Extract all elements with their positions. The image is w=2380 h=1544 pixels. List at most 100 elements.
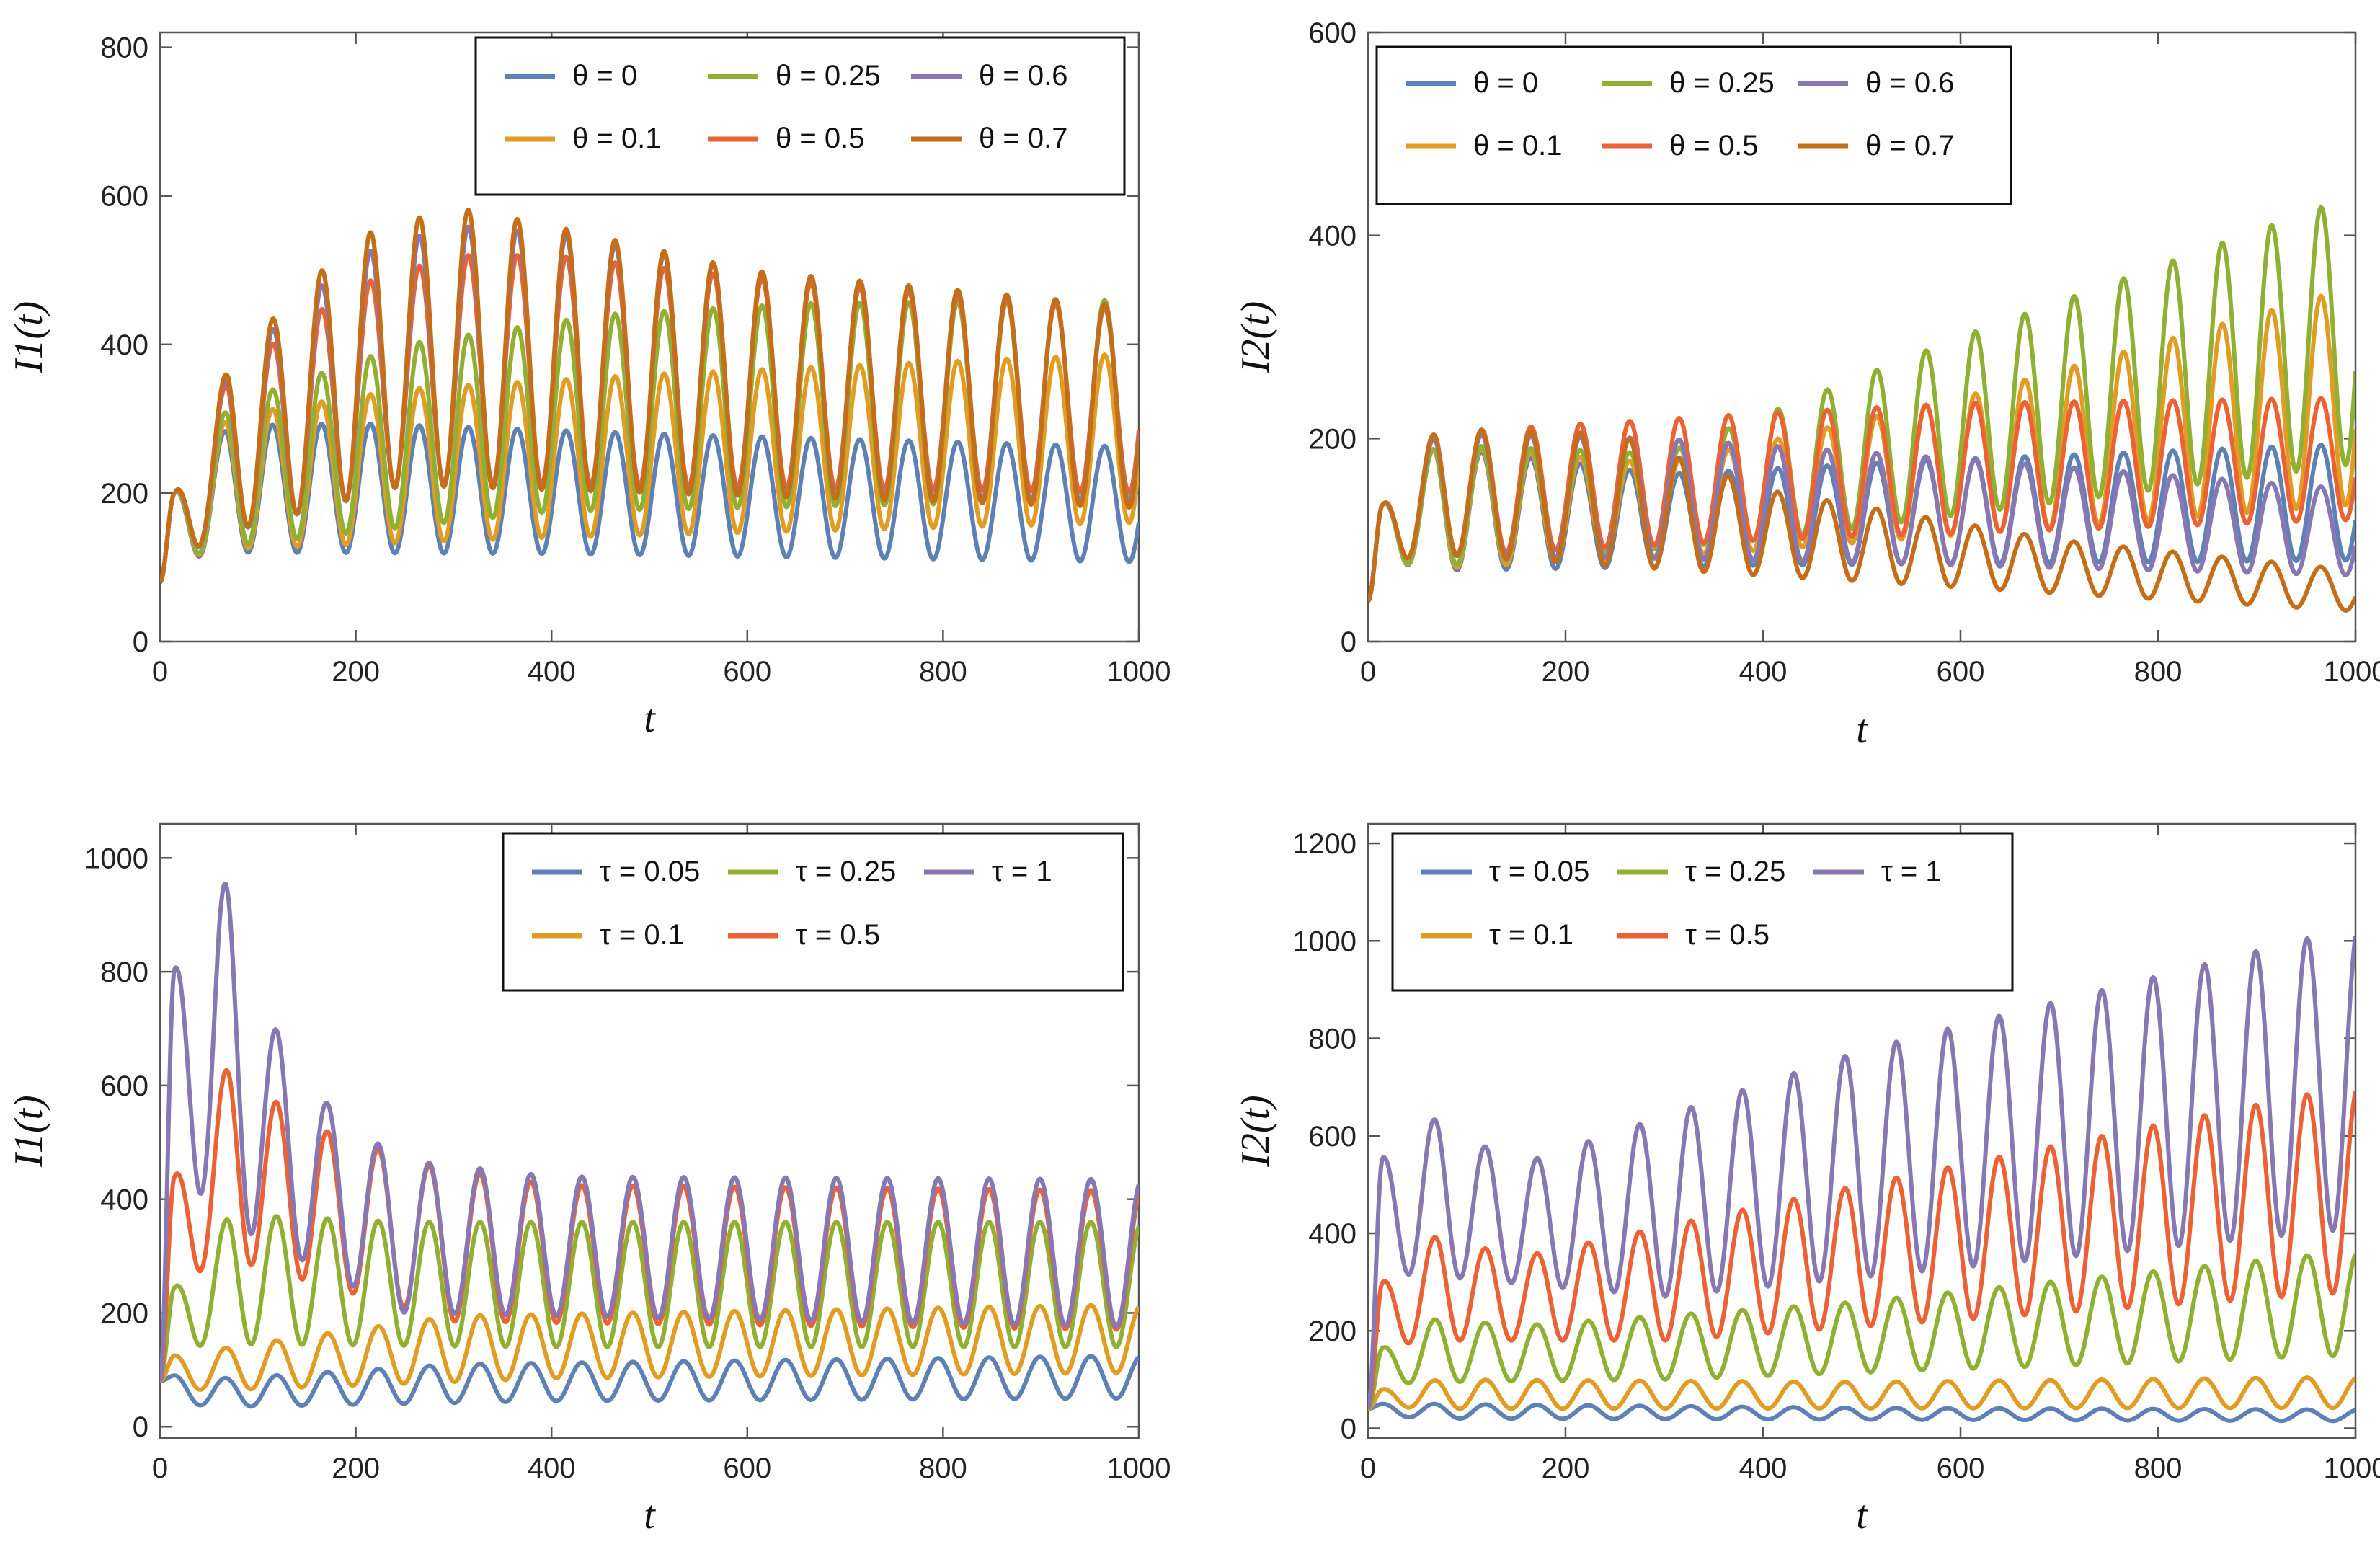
legend: τ = 0.05 τ = 0.1 τ = 0.25 τ = 0.5 τ = 1 (1391, 832, 2014, 992)
chart-panel-top-left: 0 200 400 600 800 1000 0 200 400 600 800 t I1(t) θ = … (6, 31, 1171, 741)
x-tick-label: 0 (1360, 1452, 1376, 1484)
y-tick-label: 400 (1308, 1218, 1356, 1250)
y-tick-label: 800 (100, 957, 148, 988)
legend-entry: θ = 0.5 (776, 123, 864, 154)
x-tick-label: 1000 (2324, 1452, 2380, 1484)
y-tick-label: 0 (1341, 626, 1356, 658)
legend-entry: θ = 0.6 (1865, 67, 1954, 99)
x-axis-label: t (1856, 1493, 1868, 1538)
chart-panel-bottom-right: 0 200 400 600 800 1000 0 200 400 600 800 1000 1200 t I… (1233, 822, 2380, 1538)
legend-entry: θ = 0.25 (1669, 67, 1775, 99)
x-tick-label: 800 (2134, 656, 2183, 688)
x-tick-label: 600 (723, 656, 771, 688)
legend-entry: τ = 0.05 (600, 856, 700, 887)
y-tick-label: 200 (1308, 423, 1356, 455)
x-tick-label: 800 (919, 656, 967, 688)
series-line-3 (1368, 1091, 2355, 1411)
y-tick-label: 600 (1308, 1121, 1356, 1153)
legend: τ = 0.05 τ = 0.1 τ = 0.25 τ = 0.5 τ = 1 (502, 832, 1124, 992)
y-tick-label: 1000 (1292, 926, 1356, 957)
x-tick-label: 0 (152, 1452, 168, 1484)
y-tick-label: 200 (100, 1297, 148, 1329)
legend-entry: τ = 0.25 (1685, 856, 1785, 887)
y-tick-label: 0 (133, 1411, 148, 1443)
series-line-3 (1368, 396, 2355, 603)
x-tick-label: 600 (1937, 656, 1985, 688)
x-axis-label: t (644, 696, 656, 741)
y-tick-label: 1000 (84, 843, 148, 874)
x-tick-label: 800 (2134, 1452, 2183, 1484)
legend-entry: τ = 1 (992, 856, 1052, 887)
series-group (1368, 205, 2355, 613)
series-group (160, 882, 1139, 1409)
x-tick-label: 600 (723, 1452, 771, 1484)
legend-box (1391, 832, 2014, 992)
legend-entry: τ = 0.5 (1685, 919, 1770, 951)
y-axis-label: I2(t) (1233, 301, 1278, 374)
y-tick-label: 600 (100, 1070, 148, 1102)
y-tick-label: 1200 (1292, 828, 1356, 860)
y-tick-label: 200 (1308, 1315, 1356, 1347)
series-line-5 (160, 208, 1139, 584)
legend-box (1375, 45, 2012, 205)
y-axis-label: I2(t) (1233, 1095, 1278, 1168)
legend-entry: θ = 0.7 (1865, 130, 1954, 161)
legend-entry: θ = 0 (572, 60, 637, 92)
legend-entry: τ = 1 (1881, 856, 1942, 887)
series-line-2 (1368, 1253, 2355, 1411)
legend-box (502, 832, 1124, 992)
x-axis-label: t (644, 1493, 656, 1538)
legend-entry: τ = 0.1 (600, 919, 684, 951)
x-tick-label: 400 (1739, 656, 1788, 688)
series-line-4 (1368, 936, 2355, 1410)
y-axis-label: I1(t) (6, 1095, 51, 1168)
legend: θ = 0 θ = 0.1 θ = 0.25 θ = 0.5 θ = 0.6 θ = 0.… (474, 36, 1126, 196)
legend-entry: θ = 0.6 (979, 60, 1067, 92)
x-tick-label: 200 (1542, 1452, 1590, 1484)
x-tick-label: 600 (1937, 1452, 1985, 1484)
plot-frame (1367, 822, 2357, 1439)
plot-frame (1367, 31, 2357, 643)
series-line-5 (1368, 427, 2355, 613)
plot-frame (159, 822, 1140, 1439)
legend-entry: θ = 0.1 (572, 123, 661, 154)
y-tick-label: 200 (100, 478, 148, 510)
chart-panel-bottom-left: 0 200 400 600 800 1000 0 200 400 600 800 1000 t I1(t)… (6, 822, 1171, 1538)
y-tick-label: 800 (1308, 1024, 1356, 1055)
series-line-0 (160, 1354, 1139, 1409)
y-tick-label: 400 (100, 1184, 148, 1216)
legend-entry: τ = 0.5 (796, 919, 880, 951)
legend-entry: τ = 0.25 (796, 856, 896, 887)
legend-entry: τ = 0.1 (1489, 919, 1573, 951)
legend-entry: θ = 0.1 (1473, 130, 1562, 161)
series-line-1 (160, 1303, 1139, 1392)
x-tick-label: 400 (528, 1452, 576, 1484)
y-axis-label: I1(t) (6, 301, 51, 374)
x-tick-label: 1000 (2324, 656, 2380, 688)
series-line-1 (1368, 1375, 2355, 1411)
y-tick-label: 800 (100, 32, 148, 64)
plot-frame (159, 31, 1140, 643)
legend-entry: θ = 0.5 (1669, 130, 1758, 161)
legend-entry: θ = 0.25 (776, 60, 881, 92)
series-line-0 (1368, 1401, 2355, 1424)
x-tick-label: 400 (1739, 1452, 1788, 1484)
legend-box (474, 36, 1126, 196)
series-group (1368, 936, 2355, 1424)
y-tick-label: 0 (133, 626, 148, 658)
legend-entry: τ = 0.05 (1489, 856, 1589, 887)
y-tick-label: 0 (1341, 1413, 1356, 1445)
y-tick-label: 400 (1308, 221, 1356, 252)
series-line-0 (160, 421, 1139, 584)
series-line-4 (160, 882, 1139, 1382)
x-tick-label: 0 (152, 656, 168, 688)
series-group (160, 208, 1139, 584)
x-tick-label: 400 (528, 656, 576, 688)
legend-entry: θ = 0.7 (979, 123, 1067, 154)
legend-entry: θ = 0 (1473, 67, 1538, 99)
x-tick-label: 200 (1542, 656, 1590, 688)
x-axis-label: t (1856, 707, 1868, 752)
x-tick-label: 1000 (1107, 1452, 1171, 1484)
